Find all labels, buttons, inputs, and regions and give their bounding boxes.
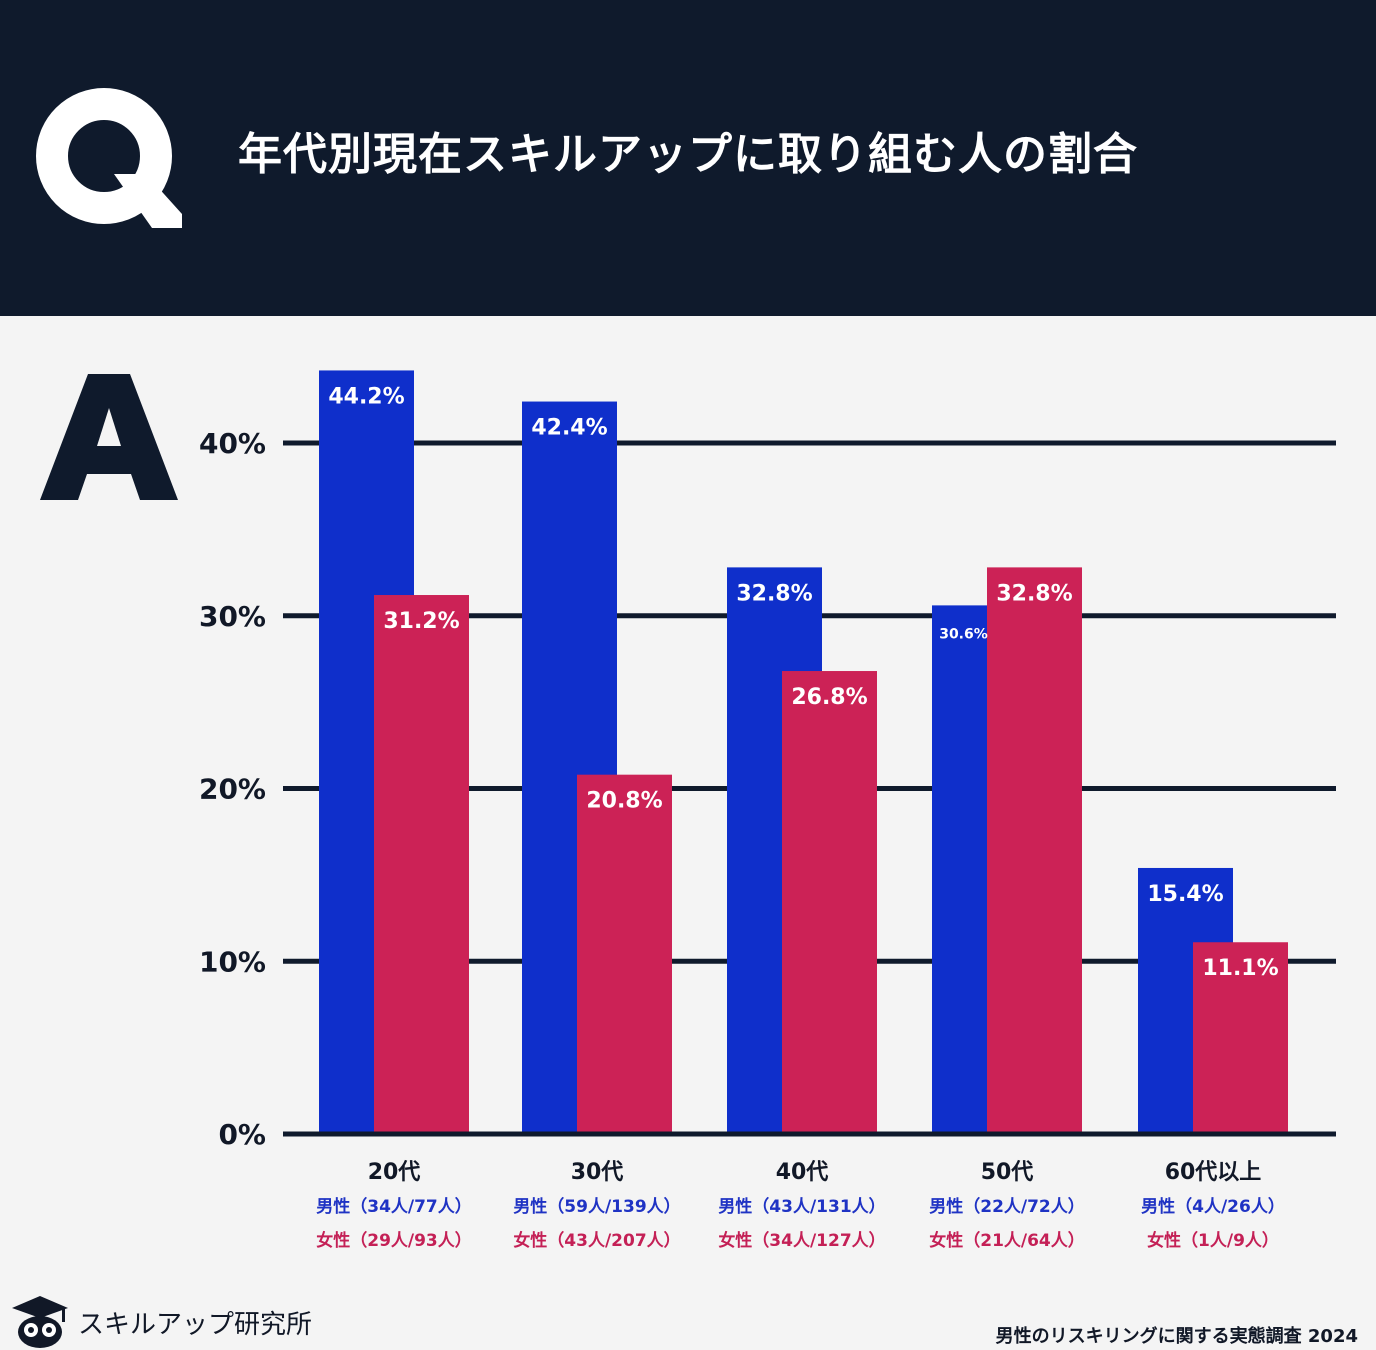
male-count-label: 男性（22人/72人）: [929, 1197, 1085, 1217]
category-label-group: 50代男性（22人/72人） 女性（21人/64人）: [897, 1156, 1117, 1258]
y-tick-label: 20%: [199, 773, 266, 806]
male-value-label: 32.8%: [736, 581, 812, 606]
owl-graduate-icon: [12, 1296, 68, 1348]
header-banner: 年代別現在スキルアップに取り組む人の割合: [0, 0, 1376, 316]
female-value-label: 31.2%: [383, 609, 459, 634]
category-label: 50代: [980, 1160, 1034, 1185]
source-note: 男性のリスキリングに関する実態調査 2024: [995, 1326, 1358, 1347]
category-label: 20代: [367, 1160, 421, 1185]
category-label-group: 60代以上男性（4人/26人） 女性（1人/9人）: [1103, 1156, 1323, 1258]
footer-logo-text: スキルアップ研究所: [78, 1309, 313, 1340]
category-label-group: 30代男性（59人/139人） 女性（43人/207人）: [487, 1156, 707, 1258]
male-value-label: 30.6%: [939, 626, 988, 642]
male-count-label: 男性（4人/26人）: [1141, 1197, 1285, 1217]
category-label: 40代: [775, 1160, 829, 1185]
female-count-label: 女性（34人/127人）: [718, 1231, 886, 1251]
female-bar: [577, 774, 672, 1134]
category-label-group: 20代男性（34人/77人） 女性（29人/93人）: [284, 1156, 504, 1258]
female-value-label: 20.8%: [586, 789, 662, 814]
bar-chart: 0% 10% 20% 30% 40% 44.2% 42.4% 32.8% 30.6% 15.4% 3…: [199, 370, 1336, 1151]
female-count-label: 女性（1人/9人）: [1147, 1231, 1279, 1251]
female-count-label: 女性（29人/93人）: [316, 1231, 472, 1251]
category-label: 30代: [570, 1160, 624, 1185]
male-value-label: 44.2%: [328, 384, 404, 409]
female-bar: [1193, 942, 1288, 1134]
male-count-label: 男性（59人/139人）: [513, 1197, 681, 1217]
footer-logo: スキルアップ研究所: [10, 1294, 312, 1350]
y-tick-label: 40%: [199, 427, 266, 460]
category-label: 60代以上: [1164, 1160, 1262, 1185]
female-value-label: 32.8%: [996, 581, 1072, 606]
male-count-label: 男性（34人/77人）: [316, 1197, 472, 1217]
female-bar: [374, 595, 469, 1134]
category-label-group: 40代男性（43人/131人） 女性（34人/127人）: [692, 1156, 912, 1258]
female-count-label: 女性（21人/64人）: [929, 1231, 1085, 1251]
male-value-label: 15.4%: [1147, 882, 1223, 907]
male-value-label: 42.4%: [531, 416, 607, 441]
chart-title: 年代別現在スキルアップに取り組む人の割合: [238, 129, 1138, 180]
y-tick-label: 0%: [218, 1118, 266, 1151]
question-q-icon: [36, 88, 182, 228]
female-value-label: 11.1%: [1202, 956, 1278, 981]
y-tick-label: 10%: [199, 945, 266, 978]
male-count-label: 男性（43人/131人）: [718, 1197, 886, 1217]
female-count-label: 女性（43人/207人）: [513, 1231, 681, 1251]
y-tick-label: 30%: [199, 600, 266, 633]
female-bar: [782, 671, 877, 1134]
female-value-label: 26.8%: [791, 685, 867, 710]
answer-a-icon: [40, 374, 178, 500]
female-bar: [987, 567, 1082, 1134]
